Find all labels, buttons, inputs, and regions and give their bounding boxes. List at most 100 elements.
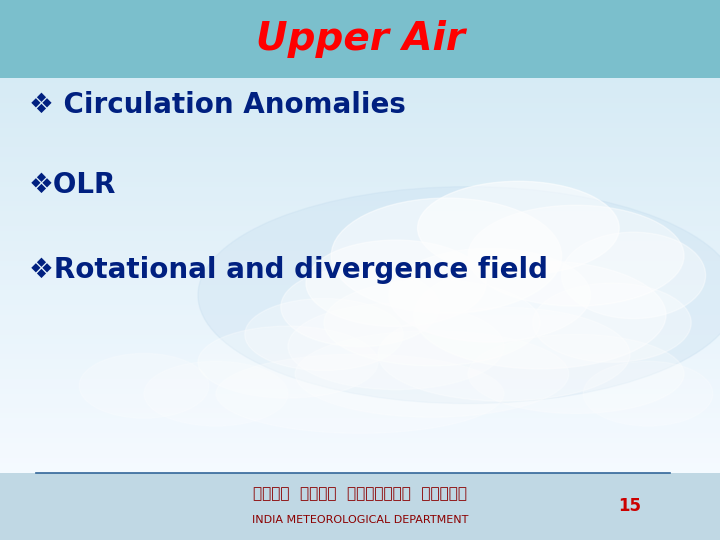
Bar <box>0 453 720 458</box>
Ellipse shape <box>468 334 684 414</box>
Bar <box>0 394 720 399</box>
Ellipse shape <box>414 261 666 369</box>
Bar <box>0 137 720 143</box>
Bar <box>0 472 720 540</box>
Bar <box>0 236 720 241</box>
Ellipse shape <box>389 248 590 342</box>
Bar <box>0 241 720 246</box>
Ellipse shape <box>533 283 691 362</box>
Ellipse shape <box>216 354 504 433</box>
Bar <box>0 349 720 354</box>
Bar <box>0 206 720 211</box>
Bar <box>0 399 720 403</box>
Bar <box>0 340 720 345</box>
Bar <box>0 172 720 177</box>
Bar <box>0 345 720 349</box>
Bar <box>0 143 720 147</box>
Bar <box>0 315 720 320</box>
Bar <box>0 251 720 255</box>
Bar <box>0 320 720 325</box>
Ellipse shape <box>198 326 378 398</box>
Bar <box>0 275 720 280</box>
Bar <box>0 256 720 261</box>
Bar <box>0 118 720 123</box>
Bar <box>0 359 720 364</box>
Ellipse shape <box>79 353 209 418</box>
Bar <box>0 192 720 197</box>
Ellipse shape <box>583 361 713 426</box>
Bar <box>0 458 720 463</box>
Ellipse shape <box>562 232 706 319</box>
Bar <box>0 414 720 418</box>
Bar <box>0 132 720 137</box>
Bar <box>0 157 720 162</box>
Bar <box>0 418 720 423</box>
Bar <box>0 162 720 167</box>
Bar <box>0 127 720 132</box>
Ellipse shape <box>281 267 439 347</box>
Bar <box>0 271 720 275</box>
Bar <box>0 295 720 300</box>
Ellipse shape <box>378 307 630 401</box>
Ellipse shape <box>324 280 540 366</box>
Text: ❖ Circulation Anomalies: ❖ Circulation Anomalies <box>29 91 405 119</box>
Ellipse shape <box>288 303 504 389</box>
Bar <box>0 443 720 448</box>
Bar <box>0 408 720 414</box>
Bar <box>0 379 720 384</box>
Ellipse shape <box>245 299 403 370</box>
Bar <box>0 280 720 285</box>
Bar <box>0 334 720 340</box>
Bar <box>0 216 720 221</box>
Bar <box>0 285 720 290</box>
Bar <box>0 177 720 182</box>
Bar <box>0 197 720 201</box>
Text: Upper Air: Upper Air <box>256 20 464 58</box>
Bar <box>0 428 720 433</box>
Bar <box>0 438 720 443</box>
Bar <box>0 403 720 408</box>
Bar <box>0 305 720 310</box>
Bar <box>0 78 720 83</box>
Bar <box>0 123 720 127</box>
Text: 15: 15 <box>618 497 642 515</box>
Bar <box>0 266 720 271</box>
Text: ❖OLR: ❖OLR <box>29 171 116 199</box>
Bar <box>0 201 720 206</box>
Bar <box>0 211 720 217</box>
Bar <box>0 310 720 315</box>
Bar <box>0 152 720 157</box>
Bar <box>0 384 720 389</box>
Bar <box>0 98 720 103</box>
Ellipse shape <box>295 330 569 417</box>
Text: INDIA METEOROLOGICAL DEPARTMENT: INDIA METEOROLOGICAL DEPARTMENT <box>252 515 468 525</box>
Ellipse shape <box>418 181 619 275</box>
Bar <box>0 468 720 472</box>
Bar <box>0 463 720 468</box>
Bar <box>0 182 720 187</box>
Text: भारत  मौसम  विज्ञान  विभाग: भारत मौसम विज्ञान विभाग <box>253 487 467 502</box>
Bar <box>0 221 720 226</box>
Ellipse shape <box>331 198 562 313</box>
Bar <box>0 300 720 305</box>
Bar <box>0 423 720 428</box>
Bar <box>0 325 720 329</box>
Bar <box>0 93 720 98</box>
Bar <box>0 0 720 78</box>
Bar <box>0 187 720 192</box>
Ellipse shape <box>468 205 684 306</box>
Ellipse shape <box>144 361 288 426</box>
Bar <box>0 433 720 438</box>
Bar <box>0 389 720 394</box>
Bar <box>0 261 720 266</box>
Bar <box>0 226 720 231</box>
Bar <box>0 147 720 152</box>
Bar <box>0 103 720 108</box>
Bar <box>0 167 720 172</box>
Bar <box>0 329 720 334</box>
Ellipse shape <box>306 240 486 327</box>
Bar <box>0 290 720 295</box>
Bar <box>0 113 720 118</box>
Bar <box>0 364 720 369</box>
Bar <box>0 83 720 88</box>
